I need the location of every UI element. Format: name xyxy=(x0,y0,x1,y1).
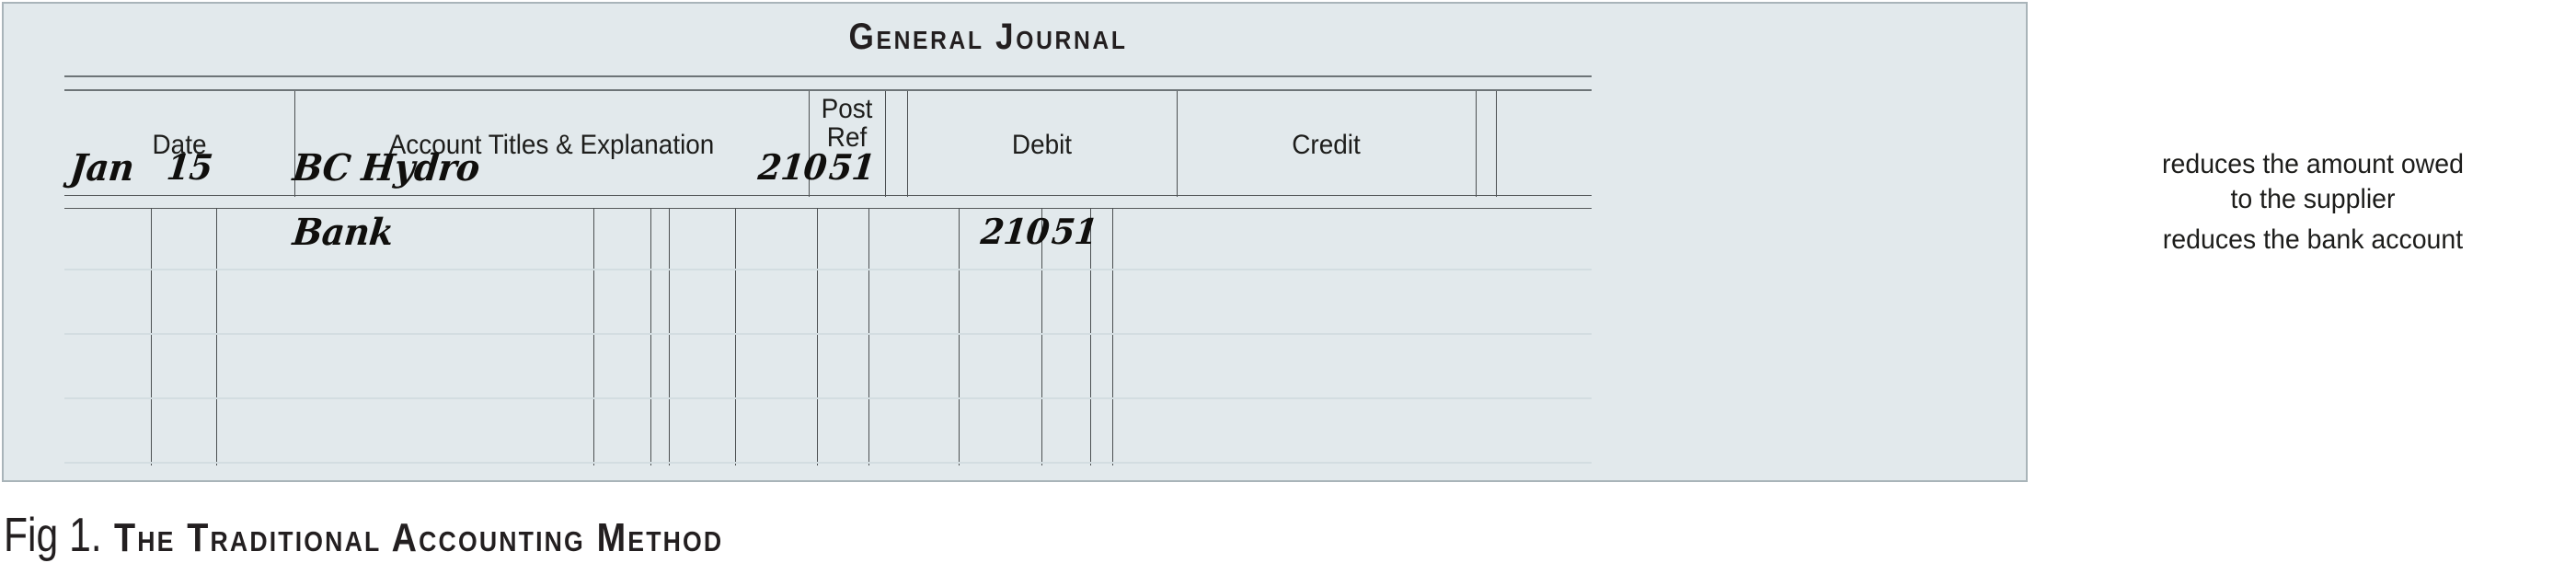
column-header-date: Date xyxy=(152,130,207,160)
figure-number: Fig 1. xyxy=(4,509,102,562)
title-rule-upper xyxy=(64,75,1592,77)
annotation-line-1: reduces the amount owed xyxy=(2162,149,2464,179)
header-rule-upper xyxy=(64,195,1592,196)
header-rule-lower xyxy=(64,208,1592,209)
body-divider-gutter-debit xyxy=(669,208,670,465)
entry-date-month: Jan xyxy=(68,146,136,190)
page-title: General Journal xyxy=(848,17,1128,57)
body-divider-month-day xyxy=(151,208,152,465)
entry-account-title: BC Hydro xyxy=(291,146,482,190)
body-divider-debit-credit xyxy=(868,208,869,465)
divider-credit-gutter xyxy=(1476,91,1477,197)
body-divider-date-account xyxy=(216,208,217,465)
figure-caption: Fig 1. The Traditional Accounting Method xyxy=(4,508,822,563)
annotation-debit-explanation: reduces the amount owed to the supplier xyxy=(2070,147,2556,218)
body-divider-debit-cents xyxy=(817,208,818,465)
divider-date-account xyxy=(294,91,295,197)
row-separator-4 xyxy=(64,462,1592,464)
annotation-credit-explanation: reduces the bank account xyxy=(2162,224,2464,255)
entry-account-title: Bank xyxy=(291,211,396,254)
body-divider-credit-dollars xyxy=(1041,208,1042,465)
divider-gutter-right xyxy=(1496,91,1497,197)
body-divider-debit-dollars xyxy=(735,208,736,465)
column-header-debit: Debit xyxy=(1011,130,1073,160)
body-divider-credit-cents xyxy=(1090,208,1091,465)
annotation-line-2: to the supplier xyxy=(2230,184,2396,215)
column-header-post-ref: Post Ref xyxy=(811,94,882,153)
column-header-credit: Credit xyxy=(1292,130,1361,160)
divider-account-postref xyxy=(809,91,810,197)
row-separator-2 xyxy=(64,333,1592,335)
body-divider-account-postref xyxy=(593,208,594,465)
entry-debit-dollars: 210 xyxy=(756,146,829,188)
column-header-post-ref-line1: Post xyxy=(821,94,873,124)
body-divider-right-gutter xyxy=(1112,208,1113,465)
general-journal-panel: General Journal Date Account Titles & Ex… xyxy=(2,2,2028,482)
entry-credit-dollars: 210 xyxy=(979,211,1052,252)
entry-credit-cents: 51 xyxy=(1050,211,1100,252)
column-header-post-ref-line2: Ref xyxy=(826,121,868,153)
title-rule-lower xyxy=(64,89,1592,91)
divider-postref-right xyxy=(885,91,886,197)
figure-caption-title: The Traditional Accounting Method xyxy=(114,515,724,560)
row-separator-3 xyxy=(64,397,1592,399)
body-divider-postref-right xyxy=(650,208,651,465)
body-divider-credit-start xyxy=(959,208,960,465)
entry-date-day: 15 xyxy=(165,146,215,188)
column-header-account: Account Titles & Explanation xyxy=(388,130,715,160)
entry-debit-cents: 51 xyxy=(827,146,878,188)
row-separator-1 xyxy=(64,269,1592,270)
divider-gutter-debit xyxy=(907,91,908,197)
divider-debit-credit xyxy=(1177,91,1178,197)
